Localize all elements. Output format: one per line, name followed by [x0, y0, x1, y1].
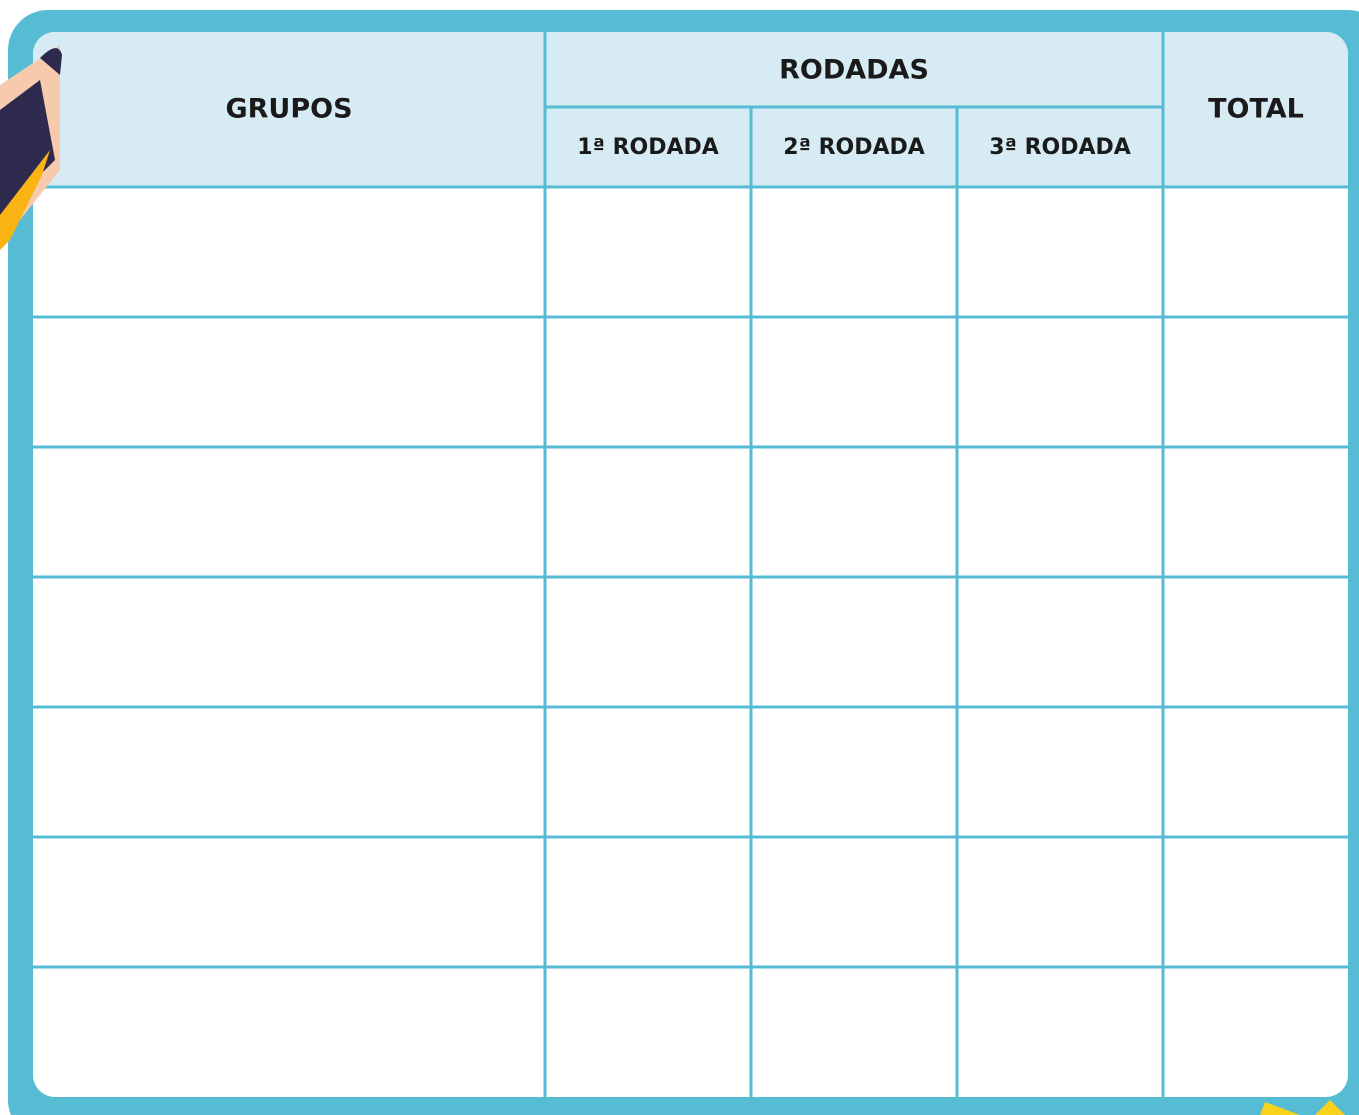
header-round: 2ª RODADA	[783, 135, 925, 160]
table-area	[33, 32, 1348, 1097]
header-total: TOTAL	[1208, 94, 1304, 125]
header-background	[33, 32, 1348, 187]
header-rounds: RODADAS	[779, 55, 929, 86]
header-round: 1ª RODADA	[577, 135, 719, 160]
header-round: 3ª RODADA	[989, 135, 1131, 160]
corner-decoration	[1315, 1100, 1345, 1115]
header-groups: GRUPOS	[225, 94, 352, 125]
corner-decoration	[1260, 1102, 1300, 1115]
pencil-decoration	[0, 45, 62, 250]
grid	[33, 32, 1348, 1097]
